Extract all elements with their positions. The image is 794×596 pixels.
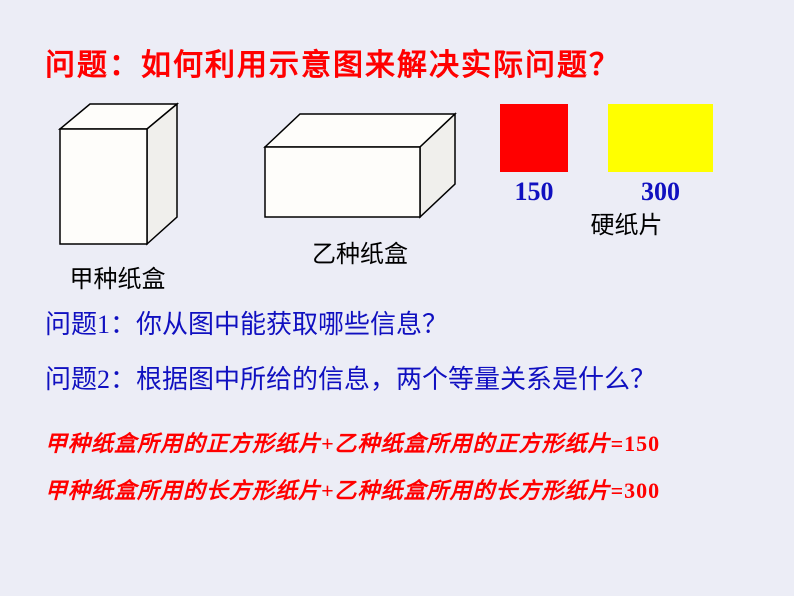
equation-1: 甲种纸盒所用的正方形纸片+乙种纸盒所用的正方形纸片=150 [45,426,749,458]
q2-text: ：根据图中所给的信息，两个等量关系是什么？ [110,365,656,394]
boxes-row: 甲种纸盒 乙种纸盒 150 300 硬纸片 [45,99,749,279]
q1-prefix: 问题 [45,310,97,339]
eq1-num: 150 [624,431,660,456]
q2-prefix: 问题 [45,365,97,394]
box1-cuboid [55,99,180,249]
equation-2: 甲种纸盒所用的长方形纸片+乙种纸盒所用的长方形纸片=300 [45,473,749,505]
box1-label: 甲种纸盒 [55,259,180,294]
box2-container: 乙种纸盒 [260,109,460,269]
yellow-rectangle [608,104,713,172]
q2-num: 2 [97,365,110,394]
box1-container: 甲种纸盒 [55,99,180,294]
red-chip-col: 150 [500,104,568,207]
yellow-chip-col: 300 [608,104,713,207]
eq1-text: 甲种纸盒所用的正方形纸片+乙种纸盒所用的正方形纸片= [45,431,624,456]
q1-text: ：你从图中能获取哪些信息？ [110,310,448,339]
chips-container: 150 300 硬纸片 [500,104,713,240]
question-2: 问题2：根据图中所给的信息，两个等量关系是什么？ [45,359,749,396]
red-square [500,104,568,172]
main-title: 问题：如何利用示意图来解决实际问题？ [45,40,749,84]
box2-cuboid [260,109,460,224]
eq2-num: 300 [624,478,660,503]
box2-label: 乙种纸盒 [260,234,460,269]
q1-num: 1 [97,310,110,339]
chip2-value: 300 [641,177,680,207]
eq2-text: 甲种纸盒所用的长方形纸片+乙种纸盒所用的长方形纸片= [45,478,624,503]
chip1-value: 150 [515,177,554,207]
chip-label: 硬纸片 [540,205,713,240]
question-1: 问题1：你从图中能获取哪些信息？ [45,304,749,341]
